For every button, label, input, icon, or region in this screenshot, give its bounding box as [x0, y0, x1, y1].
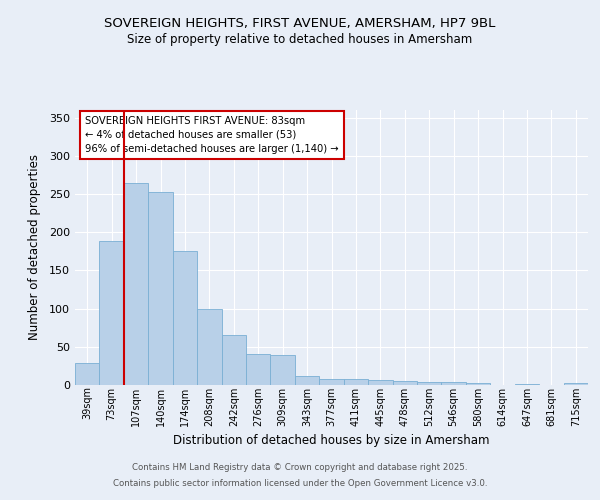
Y-axis label: Number of detached properties: Number of detached properties	[28, 154, 41, 340]
Bar	[319, 379, 344, 385]
Bar	[442, 382, 466, 385]
Bar	[173, 252, 197, 385]
Bar	[75, 363, 100, 385]
Bar	[271, 355, 295, 385]
Bar	[197, 310, 221, 385]
Bar	[563, 384, 588, 385]
Bar	[417, 382, 442, 385]
Bar	[295, 376, 319, 385]
Bar	[392, 381, 417, 385]
Bar	[148, 192, 173, 385]
Bar	[466, 384, 490, 385]
Text: Contains public sector information licensed under the Open Government Licence v3: Contains public sector information licen…	[113, 478, 487, 488]
Bar	[124, 182, 148, 385]
Text: SOVEREIGN HEIGHTS, FIRST AVENUE, AMERSHAM, HP7 9BL: SOVEREIGN HEIGHTS, FIRST AVENUE, AMERSHA…	[104, 18, 496, 30]
Bar	[344, 379, 368, 385]
Text: Contains HM Land Registry data © Crown copyright and database right 2025.: Contains HM Land Registry data © Crown c…	[132, 464, 468, 472]
Bar	[368, 380, 392, 385]
Text: SOVEREIGN HEIGHTS FIRST AVENUE: 83sqm
← 4% of detached houses are smaller (53)
9: SOVEREIGN HEIGHTS FIRST AVENUE: 83sqm ← …	[85, 116, 339, 154]
X-axis label: Distribution of detached houses by size in Amersham: Distribution of detached houses by size …	[173, 434, 490, 447]
Bar	[246, 354, 271, 385]
Bar	[221, 336, 246, 385]
Bar	[100, 242, 124, 385]
Text: Size of property relative to detached houses in Amersham: Size of property relative to detached ho…	[127, 32, 473, 46]
Bar	[515, 384, 539, 385]
